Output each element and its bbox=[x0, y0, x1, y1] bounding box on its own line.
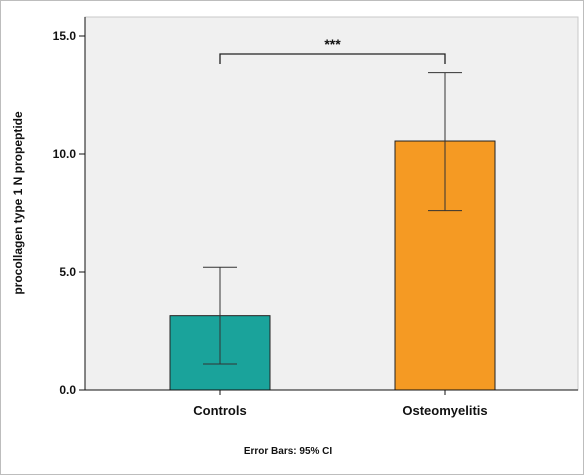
y-tick-label: 0.0 bbox=[59, 383, 76, 397]
y-axis-label: procollagen type 1 N propeptide bbox=[11, 111, 25, 295]
significance-label: *** bbox=[324, 36, 341, 52]
error-bars bbox=[203, 72, 462, 365]
x-category-label: Controls bbox=[193, 403, 246, 418]
significance-bracket: *** bbox=[219, 36, 446, 64]
error-bars-footnote: Error Bars: 95% CI bbox=[244, 446, 333, 457]
x-category-label: Osteomyelitis bbox=[402, 403, 487, 418]
y-tick-label: 5.0 bbox=[59, 265, 76, 279]
y-tick-label: 15.0 bbox=[53, 29, 77, 43]
plot-area bbox=[84, 16, 579, 391]
y-tick-label: 10.0 bbox=[53, 147, 77, 161]
x-axis-category-labels: Controls Osteomyelitis bbox=[193, 390, 488, 418]
significance-bracket-line bbox=[219, 53, 446, 64]
y-axis-ticks: 0.0 5.0 10.0 15.0 bbox=[53, 29, 85, 397]
